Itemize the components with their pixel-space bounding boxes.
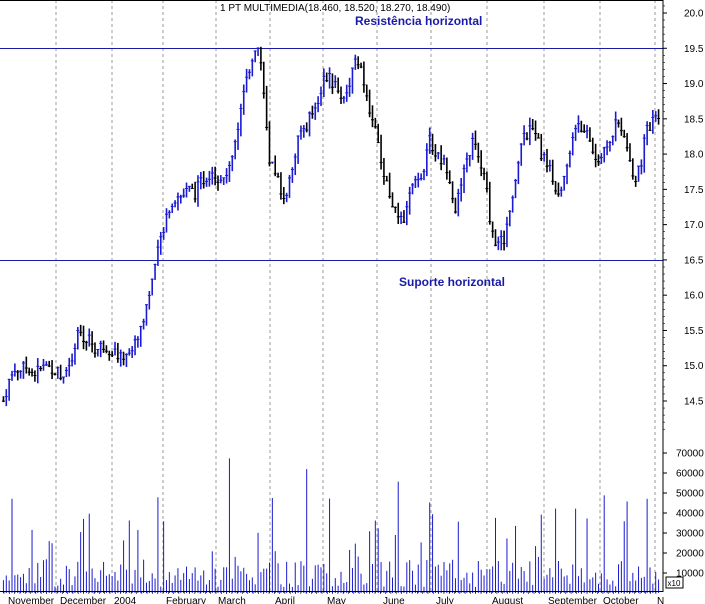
volume-tick-label: 70000	[676, 449, 704, 460]
volume-axis-ticks: 70000 60000 50000 40000 30000 20000 10000	[663, 449, 704, 580]
x-axis-label: August	[492, 596, 523, 604]
price-tick-label: 20.0	[684, 9, 704, 20]
x-axis-label: June	[383, 596, 405, 604]
price-bars	[1, 46, 661, 407]
x-axis-label: N	[657, 596, 664, 604]
x-axis-label: February	[166, 596, 206, 604]
support-annotation: Suporte horizontal	[399, 275, 505, 289]
x-axis-label: April	[275, 596, 295, 604]
price-tick-label: 16.0	[684, 291, 704, 302]
price-axis-ticks: 20.0 19.5 19.0 18.5 18.0 17.5 17.0 16.5 16.0 15.5…	[663, 5, 704, 430]
x-axis-label: December	[60, 596, 107, 604]
price-tick-label: 14.5	[684, 397, 704, 408]
resistance-annotation: Resistência horizontal	[355, 14, 482, 28]
price-tick-label: 18.5	[684, 114, 704, 125]
x-axis-label: October	[603, 596, 639, 604]
x-axis-label: 2004	[114, 596, 137, 604]
price-tick-label: 15.5	[684, 326, 704, 337]
price-tick-label: 15.0	[684, 361, 704, 372]
price-tick-label: 18.0	[684, 150, 704, 161]
price-tick-label: 17.5	[684, 185, 704, 196]
x-axis-label: March	[218, 596, 246, 604]
volume-tick-label: 40000	[676, 509, 704, 520]
chart-title: 1 PT MULTIMEDIA(18.460, 18.520, 18.270, …	[220, 3, 450, 14]
price-tick-label: 19.0	[684, 79, 704, 90]
x-axis-label: May	[327, 596, 346, 604]
price-tick-label: 16.5	[684, 255, 704, 266]
volume-multiplier-box: x10	[665, 576, 684, 589]
horizontal-levels	[0, 48, 663, 261]
x-axis-label: July	[436, 596, 454, 604]
price-tick-label: 17.0	[684, 220, 704, 231]
volume-tick-label: 10000	[676, 569, 704, 580]
volume-tick-label: 20000	[676, 549, 704, 560]
axes	[0, 0, 664, 592]
x-axis-label: November	[8, 596, 55, 604]
grid-layer	[55, 0, 656, 591]
volume-tick-label: 50000	[676, 489, 704, 500]
x-axis-label: September	[548, 596, 598, 604]
volume-tick-label: 30000	[676, 529, 704, 540]
price-tick-label: 19.5	[684, 44, 704, 55]
volume-multiplier-label: x10	[668, 579, 681, 588]
volume-bars	[2, 458, 660, 593]
volume-tick-label: 60000	[676, 469, 704, 480]
x-axis-labels: November December 2004 February March April Ma…	[3, 591, 664, 604]
